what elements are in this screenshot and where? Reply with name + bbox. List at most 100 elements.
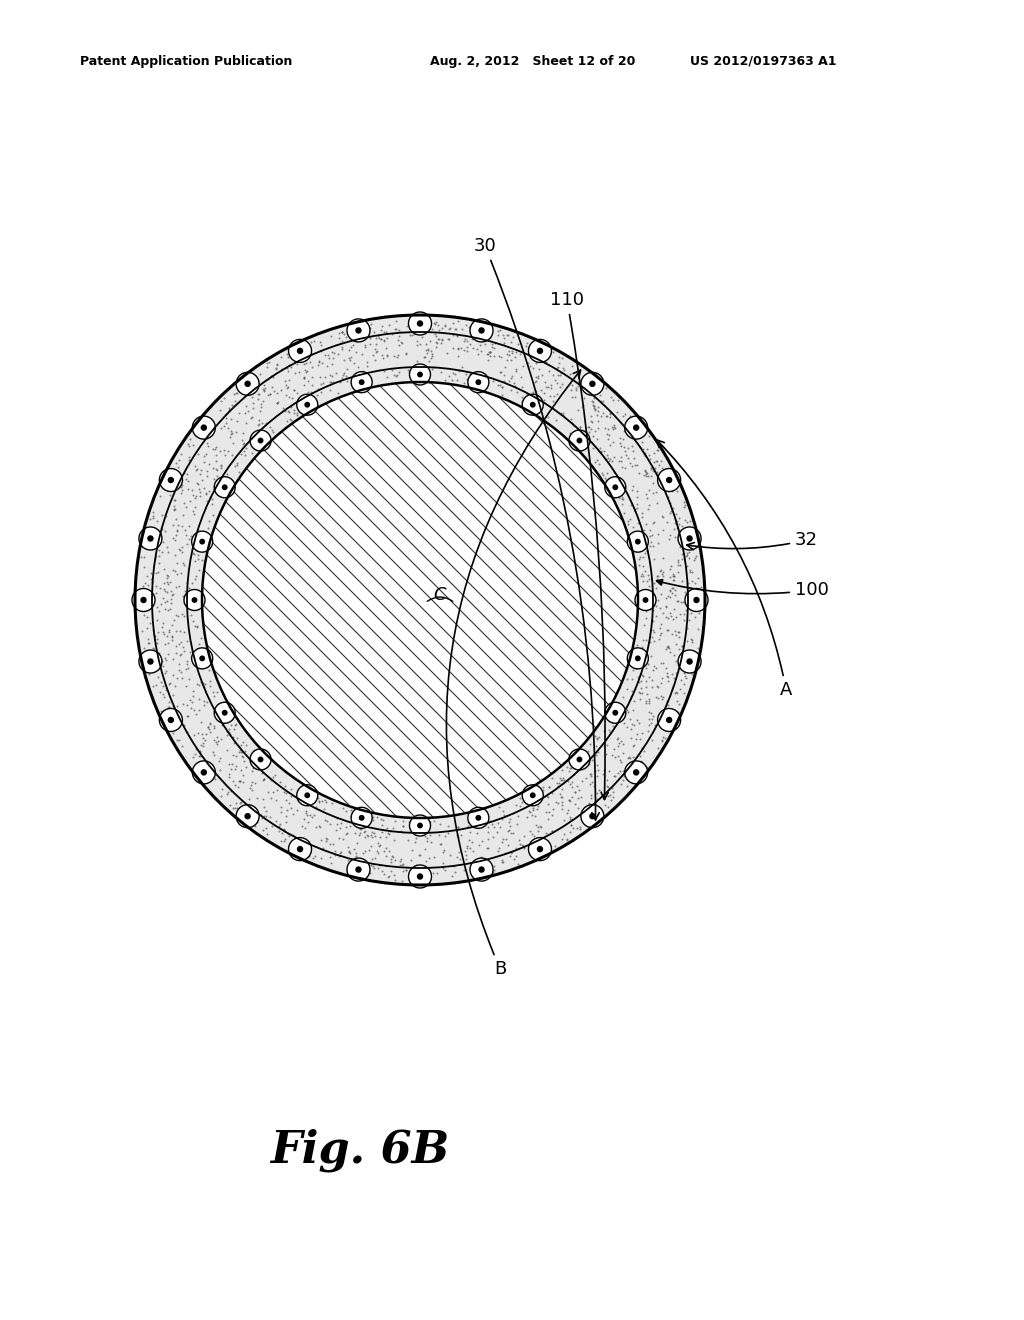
Point bbox=[258, 800, 274, 821]
Point bbox=[632, 682, 648, 704]
Point bbox=[145, 638, 162, 659]
Point bbox=[325, 342, 341, 363]
Point bbox=[175, 553, 191, 574]
Point bbox=[147, 548, 164, 569]
Point bbox=[418, 821, 434, 842]
Circle shape bbox=[577, 756, 583, 763]
Point bbox=[628, 729, 644, 750]
Point bbox=[651, 618, 668, 639]
Point bbox=[194, 657, 210, 678]
Point bbox=[564, 414, 581, 436]
Point bbox=[317, 792, 334, 813]
Point bbox=[544, 820, 560, 841]
Point bbox=[271, 816, 288, 837]
Point bbox=[335, 364, 351, 385]
Point bbox=[166, 499, 182, 520]
Point bbox=[174, 668, 190, 689]
Point bbox=[166, 499, 182, 520]
Point bbox=[212, 399, 228, 420]
Point bbox=[404, 813, 421, 834]
Point bbox=[324, 793, 340, 814]
Point bbox=[156, 612, 172, 634]
Point bbox=[165, 664, 181, 685]
Point bbox=[351, 808, 368, 829]
Point bbox=[272, 801, 289, 822]
Point bbox=[155, 587, 171, 609]
Point bbox=[541, 407, 557, 428]
Circle shape bbox=[666, 477, 673, 483]
Point bbox=[318, 356, 335, 378]
Point bbox=[588, 735, 604, 756]
Point bbox=[386, 364, 402, 385]
Point bbox=[303, 381, 319, 403]
Point bbox=[449, 326, 465, 347]
Point bbox=[285, 388, 301, 409]
Point bbox=[348, 842, 365, 863]
Point bbox=[629, 494, 645, 515]
Point bbox=[236, 750, 252, 771]
Point bbox=[296, 368, 312, 389]
Point bbox=[602, 404, 618, 425]
Point bbox=[177, 469, 194, 490]
Point bbox=[528, 846, 545, 867]
Point bbox=[209, 727, 225, 748]
Point bbox=[379, 345, 395, 366]
Point bbox=[251, 409, 267, 430]
Point bbox=[179, 653, 196, 675]
Point bbox=[611, 733, 628, 754]
Point bbox=[522, 355, 539, 376]
Point bbox=[424, 343, 440, 364]
Point bbox=[620, 447, 636, 469]
Point bbox=[627, 678, 643, 700]
Point bbox=[237, 445, 253, 466]
Point bbox=[540, 378, 556, 399]
Point bbox=[253, 804, 269, 825]
Point bbox=[663, 500, 679, 521]
Point bbox=[201, 517, 217, 539]
Point bbox=[409, 331, 425, 352]
Point bbox=[187, 651, 204, 672]
Point bbox=[190, 675, 207, 696]
Point bbox=[256, 374, 272, 395]
Point bbox=[183, 697, 200, 718]
Point bbox=[450, 346, 466, 367]
Point bbox=[497, 327, 513, 348]
Point bbox=[144, 506, 161, 527]
Point bbox=[390, 330, 407, 351]
Circle shape bbox=[529, 401, 536, 408]
Point bbox=[375, 347, 391, 368]
Point bbox=[601, 449, 617, 470]
Circle shape bbox=[410, 814, 430, 836]
Circle shape bbox=[478, 327, 484, 334]
Point bbox=[630, 512, 646, 533]
Point bbox=[627, 499, 643, 520]
Point bbox=[170, 730, 186, 751]
Point bbox=[343, 800, 359, 821]
Point bbox=[189, 444, 206, 465]
Point bbox=[167, 529, 183, 550]
Point bbox=[346, 319, 362, 341]
Point bbox=[667, 579, 683, 601]
Point bbox=[611, 709, 628, 730]
Point bbox=[648, 676, 665, 697]
Point bbox=[631, 528, 647, 549]
Point bbox=[639, 498, 655, 519]
Point bbox=[400, 822, 417, 843]
Point bbox=[184, 479, 201, 500]
Point bbox=[563, 758, 580, 779]
Point bbox=[515, 836, 531, 857]
Point bbox=[629, 486, 645, 507]
Point bbox=[282, 385, 298, 407]
Point bbox=[603, 789, 620, 810]
Point bbox=[171, 539, 187, 560]
Point bbox=[496, 333, 512, 354]
Point bbox=[607, 766, 624, 787]
Point bbox=[300, 371, 316, 392]
Point bbox=[660, 711, 677, 733]
Point bbox=[244, 407, 260, 428]
Circle shape bbox=[214, 702, 236, 723]
Point bbox=[399, 360, 416, 381]
Point bbox=[168, 643, 184, 664]
Circle shape bbox=[245, 380, 251, 387]
Point bbox=[220, 441, 237, 462]
